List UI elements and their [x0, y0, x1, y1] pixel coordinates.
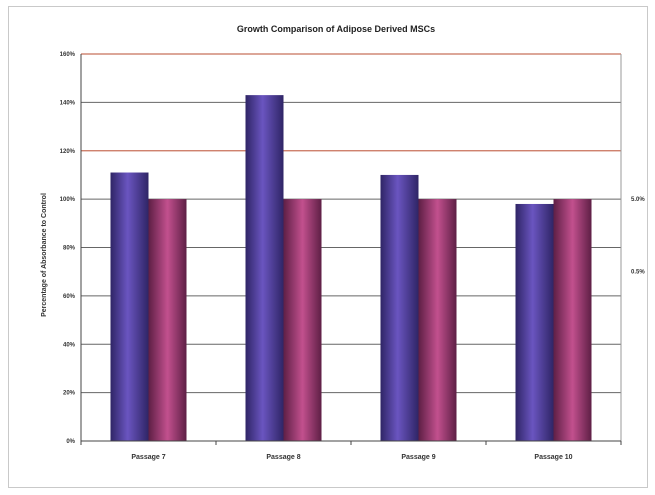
bar — [553, 199, 592, 441]
legend-item-label: 0.5% — [631, 270, 645, 276]
y-tick-labels: 0% 20% 40% 60% 80% 100% 120% 140% 160% — [60, 52, 76, 445]
y-tick-label: 100% — [60, 197, 76, 203]
x-category-label: Passage 9 — [401, 454, 435, 461]
y-tick-label: 0% — [66, 439, 75, 445]
bar — [283, 199, 322, 441]
y-tick-label: 20% — [63, 391, 76, 397]
bar — [380, 174, 419, 441]
x-category-label: Passage 7 — [131, 454, 165, 461]
bar — [148, 199, 187, 441]
bars — [110, 95, 592, 442]
bar — [515, 203, 554, 441]
chart-frame: Growth Comparison of Adipose Derived MSC… — [8, 6, 648, 488]
y-tick-label: 60% — [63, 294, 76, 300]
y-tick-label: 140% — [60, 100, 76, 106]
legend: 5.0% 0.5% — [631, 197, 645, 276]
y-tick-label: 80% — [63, 246, 76, 252]
axes — [80, 53, 622, 445]
x-category-labels: Passage 7 Passage 8 Passage 9 Passage 10 — [131, 454, 572, 461]
bar — [418, 199, 457, 441]
bar — [110, 172, 149, 442]
y-tick-label: 120% — [60, 149, 76, 155]
chart-title: Growth Comparison of Adipose Derived MSC… — [237, 24, 435, 34]
legend-item-label: 5.0% — [631, 197, 645, 203]
x-category-label: Passage 8 — [266, 454, 300, 461]
chart: Growth Comparison of Adipose Derived MSC… — [41, 24, 645, 461]
bar — [245, 95, 284, 442]
y-axis-label: Percentage of Absorbance to Control — [41, 193, 48, 317]
x-category-label: Passage 10 — [534, 454, 572, 461]
y-tick-label: 160% — [60, 52, 76, 58]
y-tick-label: 40% — [63, 342, 76, 348]
